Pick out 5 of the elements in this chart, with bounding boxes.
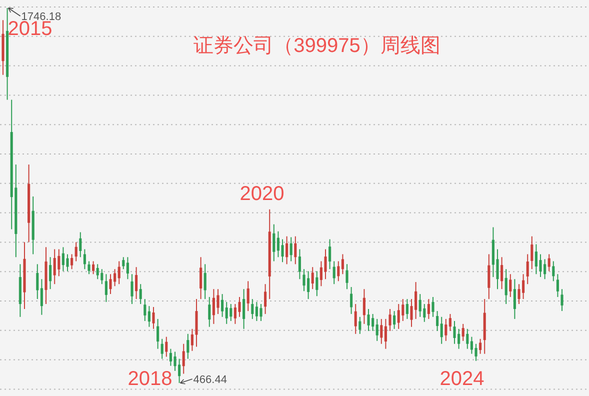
annotation: 2018 — [128, 368, 172, 390]
annotation: 2020 — [240, 183, 284, 205]
text: 证券公司（399975）周线图 — [194, 35, 440, 57]
annotation: 466.44 — [193, 374, 227, 386]
annotation: 2024 — [440, 368, 484, 390]
